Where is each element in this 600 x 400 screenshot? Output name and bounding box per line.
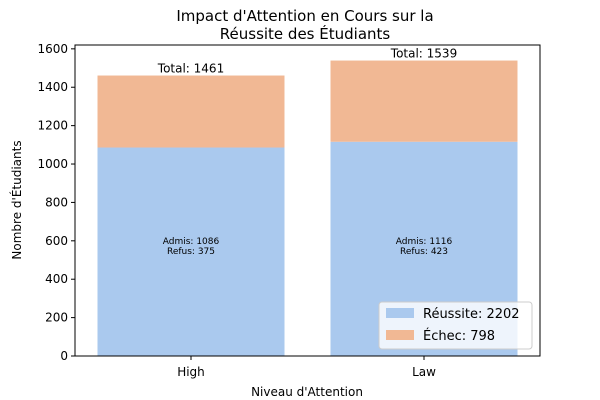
total-label-law: Total: 1539 bbox=[390, 47, 457, 61]
legend: Réussite: 2202 Échec: 798 bbox=[378, 301, 533, 350]
chart-title-line-1: Impact d'Attention en Cours sur la bbox=[176, 7, 433, 25]
bar-high-series-0 bbox=[97, 147, 285, 356]
y-tick-label: 200 bbox=[45, 311, 68, 325]
total-label-high: Total: 1461 bbox=[157, 62, 224, 76]
legend-box bbox=[378, 301, 533, 350]
legend-swatch-echec bbox=[386, 330, 414, 340]
bars-layer bbox=[97, 60, 518, 356]
legend-label-echec: Échec: 798 bbox=[423, 328, 495, 344]
x-axis-label: Niveau d'Attention bbox=[251, 385, 363, 399]
y-tick-label: 0 bbox=[60, 349, 68, 363]
y-axis-label: Nombre d'Étudiants bbox=[9, 140, 24, 259]
y-tick-label: 600 bbox=[45, 234, 68, 248]
y-tick-label: 1600 bbox=[37, 42, 68, 56]
bar-high-series-1 bbox=[97, 75, 285, 148]
inner-label-high-1: Refus: 375 bbox=[167, 247, 215, 257]
bar-law-series-1 bbox=[330, 60, 518, 142]
y-tick-label: 1200 bbox=[37, 119, 68, 133]
y-tick-label: 800 bbox=[45, 195, 68, 209]
legend-swatch-reussite bbox=[386, 308, 414, 318]
x-tick-label-law: Law bbox=[412, 365, 436, 379]
x-tick-label-high: High bbox=[177, 365, 205, 379]
y-axis: 0 200 400 600 800 1000 1200 1400 1600 bbox=[37, 42, 75, 363]
plot-frame bbox=[74, 44, 541, 357]
chart-title-line-2: Réussite des Étudiants bbox=[220, 24, 391, 43]
inner-label-law-0: Admis: 1116 bbox=[396, 237, 453, 247]
inner-label-law-1: Refus: 423 bbox=[400, 247, 448, 257]
y-tick-label: 1000 bbox=[37, 157, 68, 171]
legend-label-reussite: Réussite: 2202 bbox=[423, 307, 520, 322]
y-tick-label: 400 bbox=[45, 272, 68, 286]
inner-label-high-0: Admis: 1086 bbox=[163, 237, 220, 247]
x-axis: High Law bbox=[177, 356, 436, 379]
y-tick-label: 1400 bbox=[37, 80, 68, 94]
